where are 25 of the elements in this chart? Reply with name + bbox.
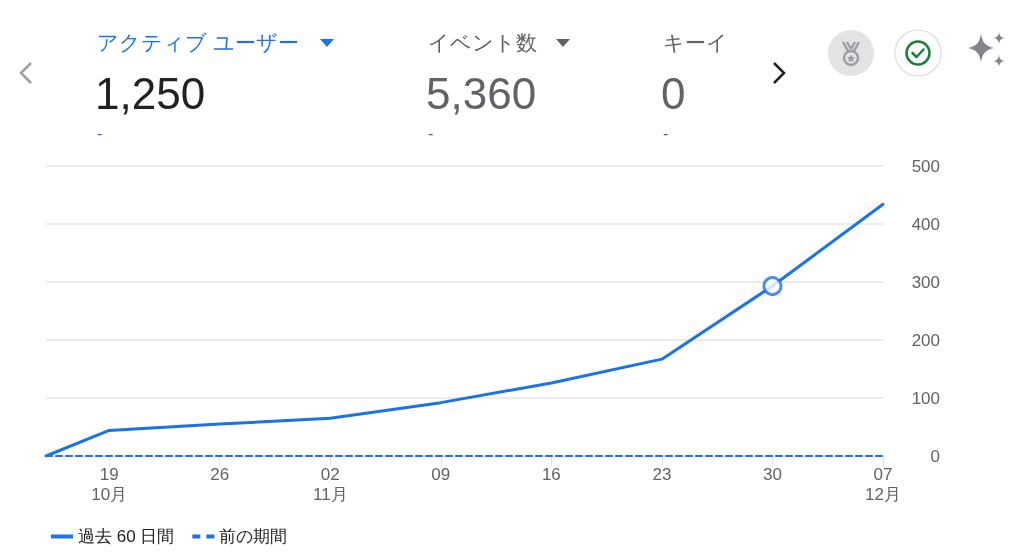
y-tick-label: 400 (911, 214, 940, 234)
x-tick-label: 07 12月 (865, 464, 901, 504)
legend-label: 過去 60 日間 (78, 527, 175, 546)
y-tick-label: 0 (930, 446, 940, 466)
text: - (428, 124, 434, 144)
y-tick-label: 500 (911, 156, 940, 176)
x-tick-label: 26 (210, 464, 230, 484)
text: 0 (661, 69, 686, 118)
category-label: アクティブ ユーザー (97, 30, 299, 56)
x-tick-label: 30 (762, 464, 782, 484)
legend-label: 前の期間 (219, 527, 288, 546)
x-tick-label: 09 (431, 464, 451, 484)
x-tick-label: 19 10月 (91, 464, 128, 504)
category-label: イベント数 (428, 30, 537, 56)
y-tick-label: 200 (911, 330, 940, 350)
text: 1,250 (95, 69, 206, 118)
category-label: キーイ (663, 30, 728, 56)
x-tick-label: 23 (652, 464, 672, 484)
text: - (663, 124, 669, 144)
text: - (97, 124, 103, 144)
y-tick-label: 100 (911, 388, 940, 408)
text: 5,360 (426, 69, 537, 118)
x-tick-label: 16 (541, 464, 561, 484)
y-tick-label: 300 (911, 272, 940, 292)
x-tick-label: 02 11月 (312, 464, 348, 504)
